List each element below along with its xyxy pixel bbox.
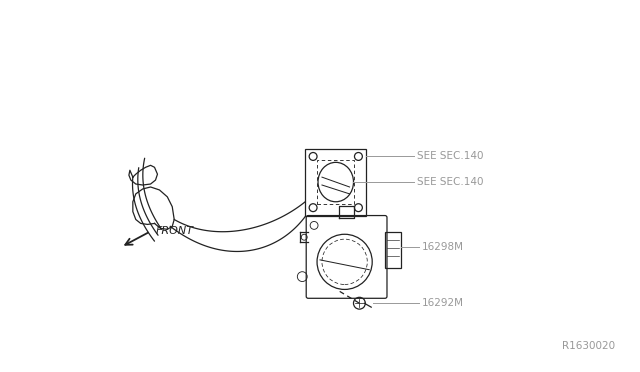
Text: 16292M: 16292M [422,298,463,308]
Bar [305,148,366,215]
Text: SEE SEC.140: SEE SEC.140 [417,177,483,187]
Text: FRONT: FRONT [156,226,193,236]
Bar [385,232,401,268]
Text: 16298M: 16298M [422,242,463,252]
Text: SEE SEC.140: SEE SEC.140 [417,151,483,161]
Bar [317,160,355,204]
Text: R1630020: R1630020 [563,341,616,352]
